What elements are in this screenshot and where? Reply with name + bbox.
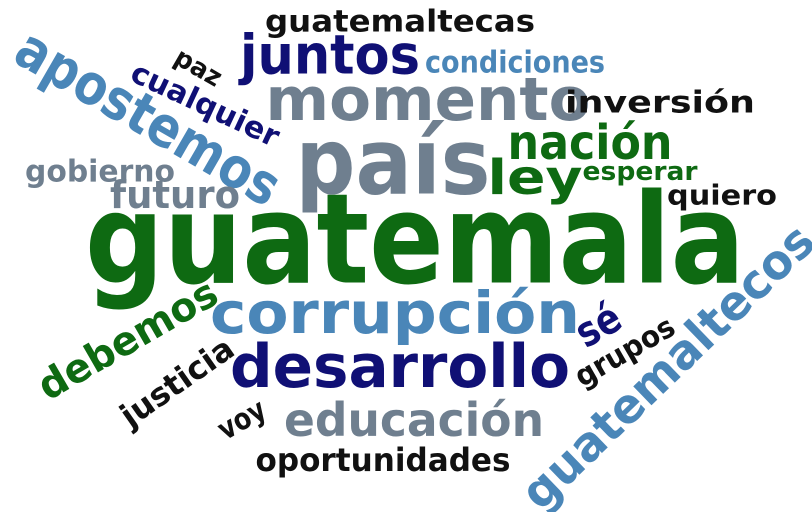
word: esperar (583, 157, 698, 187)
word: momento (266, 65, 591, 135)
word: gobierno (25, 155, 175, 190)
word: corrupción (210, 279, 580, 347)
word: condiciones (425, 46, 605, 81)
word: país (296, 109, 491, 216)
word: oportunidades (256, 441, 511, 479)
word: educación (284, 393, 544, 447)
word: guatemala (85, 168, 745, 313)
word: juntos (238, 24, 420, 87)
word: nación (508, 115, 673, 171)
word: futuro (110, 173, 240, 217)
word: desarrollo (230, 332, 570, 402)
word: ley (488, 150, 583, 206)
word: guatemaltecas (265, 5, 535, 40)
word: quiero (667, 179, 777, 212)
word: inversión (565, 86, 755, 121)
